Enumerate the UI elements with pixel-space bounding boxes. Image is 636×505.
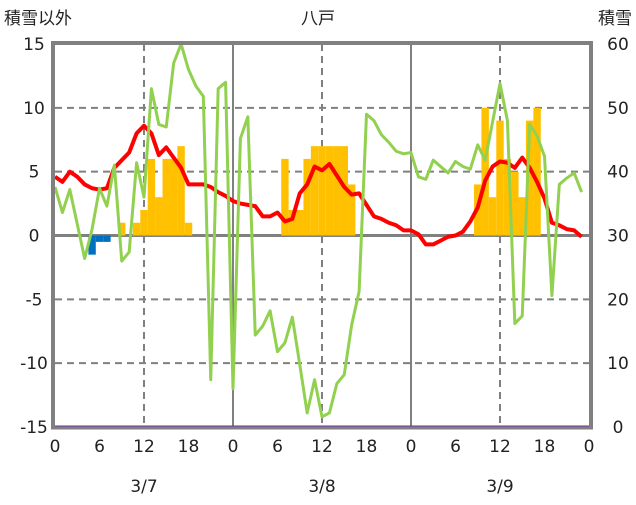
snowfall-bar (184, 222, 193, 236)
y-tick-left: 15 (23, 35, 45, 55)
snowfall-bar (325, 146, 334, 236)
y-tick-right: 0 (613, 418, 624, 438)
snowfall-bar (503, 158, 512, 236)
plot-frame (51, 41, 593, 430)
x-tick: 18 (356, 437, 378, 457)
snowfall-bar (162, 158, 170, 236)
snowfall-bar (118, 222, 126, 236)
snowfall-bar (525, 120, 534, 236)
bars (88, 107, 541, 255)
snowfall-bar (281, 158, 289, 236)
y-tick-right: 20 (607, 290, 629, 310)
right-axis-label: 積雪 (598, 9, 632, 29)
y-tick-left: -5 (26, 290, 43, 310)
y-tick-left: 10 (23, 99, 45, 119)
day-label: 3/9 (486, 477, 513, 497)
snowfall-bar (496, 120, 504, 236)
day-label: 3/8 (308, 477, 335, 497)
y-tick-left: -15 (20, 418, 48, 438)
left-axis-label: 積雪以外 (4, 9, 72, 29)
y-tick-left: 0 (29, 227, 40, 247)
snowfall-bar (147, 158, 156, 236)
snowfall-bar (533, 107, 541, 236)
x-tick: 12 (311, 437, 333, 457)
negative-bar (95, 235, 104, 242)
x-tick: 6 (450, 437, 461, 457)
y-tick-right: 50 (607, 99, 629, 119)
x-tick: 6 (272, 437, 283, 457)
snowfall-bar (155, 197, 163, 236)
snowfall-bar (140, 209, 148, 236)
snowfall-bar (303, 158, 311, 236)
y-tick-right: 30 (607, 227, 629, 247)
snowfall-bar (169, 158, 178, 236)
snowfall-bar (347, 184, 356, 236)
snowfall-bar (132, 222, 141, 236)
y-tick-right: 40 (607, 163, 629, 183)
snowfall-bar (488, 197, 497, 236)
x-tick: 0 (584, 437, 595, 457)
green-line (53, 42, 583, 419)
day-label: 3/7 (130, 477, 157, 497)
negative-bar (88, 235, 96, 255)
snowfall-bar (481, 107, 489, 236)
x-tick: 6 (94, 437, 105, 457)
snowfall-bar (288, 209, 297, 236)
x-tick: 0 (228, 437, 239, 457)
y-tick-left: -10 (20, 354, 48, 374)
x-tick: 12 (489, 437, 511, 457)
snowfall-bar (333, 146, 341, 236)
x-tick: 18 (534, 437, 556, 457)
x-tick: 18 (178, 437, 200, 457)
y-tick-right: 10 (607, 354, 629, 374)
x-tick: 12 (133, 437, 155, 457)
snowfall-bar (518, 197, 526, 236)
snowfall-bar (511, 171, 519, 236)
x-tick: 0 (50, 437, 61, 457)
snowfall-bar (177, 146, 185, 236)
snowfall-bar (340, 146, 348, 236)
chart-title: 八戸 (301, 9, 335, 29)
x-tick: 0 (406, 437, 417, 457)
y-tick-right: 60 (607, 35, 629, 55)
snowfall-bar (296, 209, 304, 236)
negative-bar (103, 235, 111, 242)
snowfall-bar (318, 146, 326, 236)
y-tick-left: 5 (29, 163, 40, 183)
temperature-line (53, 123, 583, 247)
snowfall-bar (310, 146, 319, 236)
